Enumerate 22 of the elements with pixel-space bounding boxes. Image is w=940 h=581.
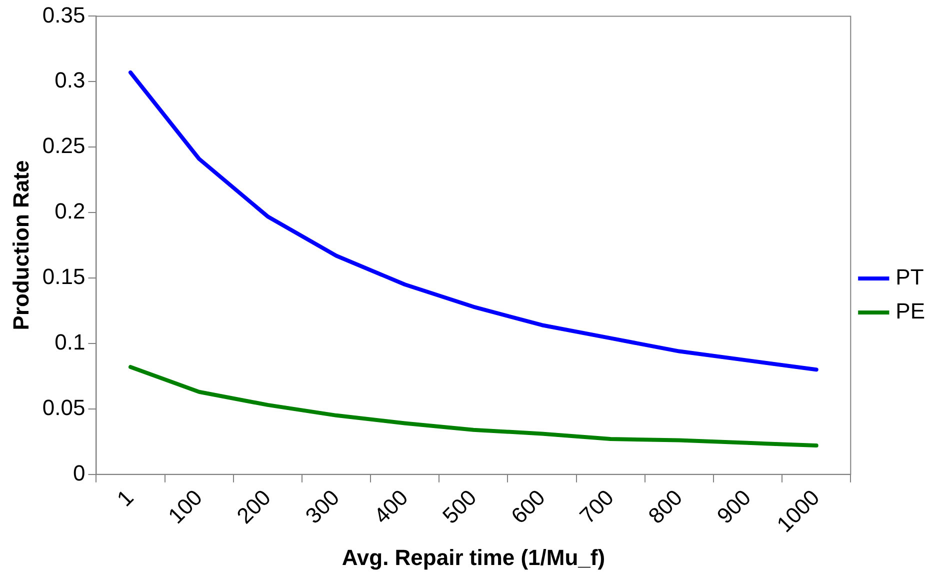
y-tick-label: 0.25: [42, 133, 86, 158]
x-tick-label: 900: [712, 484, 756, 528]
legend-label: PE: [896, 298, 926, 324]
y-tick-label: 0: [72, 460, 86, 486]
y-tick-label: 0.05: [42, 394, 86, 420]
y-axis-title: Production Rate: [8, 160, 34, 330]
x-tick-label: 400: [369, 484, 413, 528]
x-tick-label: 700: [574, 484, 618, 528]
x-tick-label: 200: [232, 484, 276, 528]
x-axis-title: Avg. Repair time (1/Mu_f): [342, 544, 606, 570]
x-tick-label: 300: [300, 484, 344, 528]
y-tick-label: 0.3: [54, 68, 86, 93]
x-tick-label: 1: [112, 484, 138, 512]
x-tick-label: 500: [438, 484, 482, 528]
x-tick-label: 800: [643, 484, 688, 528]
y-tick-label: 0.35: [42, 2, 86, 28]
x-tick-label: 100: [163, 484, 207, 528]
y-tick-label: 0.2: [54, 198, 86, 224]
x-tick-label: 600: [506, 484, 550, 528]
y-tick-label: 0.15: [42, 264, 86, 290]
legend-label: PT: [896, 264, 924, 290]
y-tick-label: 0.1: [54, 329, 86, 354]
